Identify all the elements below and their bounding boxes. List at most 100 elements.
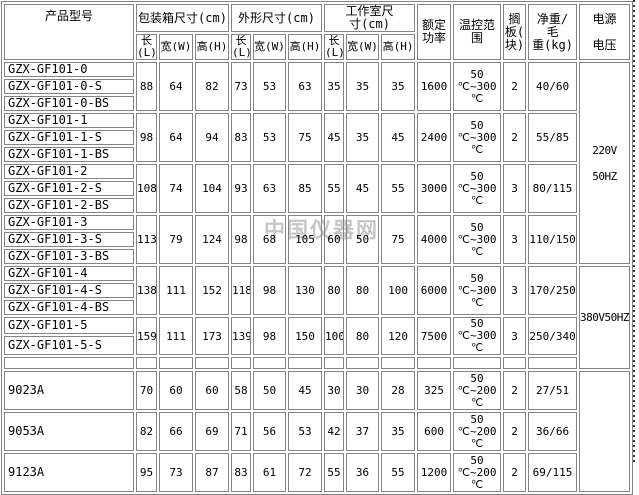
shelves-cell: 3 bbox=[503, 164, 527, 213]
model-name-cell: GZX-GF101-3-BS bbox=[4, 249, 134, 264]
model-name-cell: 9053A bbox=[4, 412, 134, 451]
model-name-cell: GZX-GF101-0 bbox=[4, 62, 134, 77]
model-name-cell: GZX-GF101-5 bbox=[4, 317, 134, 335]
table-row: GZX-GF101-0-S bbox=[4, 79, 630, 94]
header-temp-range: 温控范 围 bbox=[453, 4, 502, 60]
table-row: GZX-GF101-3 113 79 124 98 68 105 60 50 7… bbox=[4, 215, 630, 264]
empty-cell bbox=[136, 357, 157, 369]
shelves-cell: 2 bbox=[503, 371, 527, 410]
temp-range-cell: 50 ℃~300 ℃ bbox=[453, 266, 502, 315]
empty-cell bbox=[195, 357, 229, 369]
model-name-cell: GZX-GF101-1-S bbox=[4, 130, 134, 145]
package-w-cell: 111 bbox=[159, 317, 193, 355]
rated-power-cell: 7500 bbox=[417, 317, 452, 355]
header-package-width: 宽(W) bbox=[159, 34, 193, 60]
header-row-2: 长 (L) 宽(W) 高(H) 长 (L) 宽(W) 高(H) 长 (L) 宽(… bbox=[4, 34, 630, 60]
chamber-h-cell: 100 bbox=[381, 266, 416, 315]
table-row: GZX-GF101-1-S bbox=[4, 130, 630, 145]
model-name-cell: GZX-GF101-5-S bbox=[4, 336, 134, 355]
model-name-cell: GZX-GF101-4-BS bbox=[4, 300, 134, 315]
outer-w-cell: 68 bbox=[253, 215, 286, 264]
header-chamber-size: 工作室尺 寸(cm) bbox=[324, 4, 416, 32]
temp-range-cell: 50 ℃~300 ℃ bbox=[453, 215, 502, 264]
outer-l-cell: 83 bbox=[231, 453, 251, 492]
outer-w-cell: 63 bbox=[253, 164, 286, 213]
package-l-cell: 138 bbox=[136, 266, 157, 315]
table-row: GZX-GF101-3-BS bbox=[4, 249, 630, 264]
power-supply-cell: 380V50HZ bbox=[579, 266, 631, 369]
weight-cell: 80/115 bbox=[528, 164, 578, 213]
table-row: GZX-GF101-5 159 111 173 139 98 150 100 8… bbox=[4, 317, 630, 355]
outer-w-cell: 53 bbox=[253, 62, 286, 111]
watermark: 中国仪器网 bbox=[264, 218, 379, 242]
empty-cell bbox=[288, 357, 322, 369]
model-name-cell: GZX-GF101-0-S bbox=[4, 79, 134, 94]
outer-l-cell: 118 bbox=[231, 266, 251, 315]
weight-cell: 250/340 bbox=[528, 317, 578, 355]
header-product-model: 产品型号 bbox=[4, 4, 134, 60]
header-outer-length: 长 (L) bbox=[231, 34, 251, 60]
header-power-supply: 电源 电压 bbox=[579, 4, 631, 60]
header-chamber-length: 长 (L) bbox=[324, 34, 344, 60]
chamber-h-cell: 120 bbox=[381, 317, 416, 355]
table-row: GZX-GF101-2-S bbox=[4, 181, 630, 196]
empty-cell bbox=[381, 357, 416, 369]
header-package-height: 高(H) bbox=[195, 34, 229, 60]
header-package-length: 长 (L) bbox=[136, 34, 157, 60]
chamber-w-cell: 35 bbox=[346, 113, 379, 162]
chamber-h-cell: 35 bbox=[381, 62, 416, 111]
header-shelves: 搁 板( 块) bbox=[503, 4, 527, 60]
header-outer-width: 宽(W) bbox=[253, 34, 286, 60]
chamber-h-cell: 55 bbox=[381, 164, 416, 213]
shelves-cell: 2 bbox=[503, 62, 527, 111]
table-row: GZX-GF101-1-BS bbox=[4, 147, 630, 162]
package-l-cell: 108 bbox=[136, 164, 157, 213]
weight-cell: 55/85 bbox=[528, 113, 578, 162]
empty-cell bbox=[324, 357, 344, 369]
power-supply-cell bbox=[579, 371, 631, 492]
empty-cell bbox=[231, 357, 251, 369]
header-package-size: 包装箱尺寸(cm) bbox=[136, 4, 229, 32]
empty-cell bbox=[453, 357, 502, 369]
outer-l-cell: 58 bbox=[231, 371, 251, 410]
outer-h-cell: 72 bbox=[288, 453, 322, 492]
chamber-w-cell: 37 bbox=[346, 412, 379, 451]
outer-w-cell: 98 bbox=[253, 266, 286, 315]
empty-cell bbox=[503, 357, 527, 369]
empty-cell bbox=[253, 357, 286, 369]
package-l-cell: 95 bbox=[136, 453, 157, 492]
empty-cell bbox=[159, 357, 193, 369]
outer-l-cell: 71 bbox=[231, 412, 251, 451]
rated-power-cell: 4000 bbox=[417, 215, 452, 264]
chamber-l-cell: 30 bbox=[324, 371, 344, 410]
table-row: 9023A 70 60 60 58 50 45 30 30 28 325 50 … bbox=[4, 371, 631, 492]
temp-range-cell: 50 ℃~300 ℃ bbox=[453, 113, 502, 162]
temp-range-cell: 50 ℃~200 ℃ bbox=[453, 371, 502, 410]
shelves-cell: 3 bbox=[503, 317, 527, 355]
chamber-l-cell: 42 bbox=[324, 412, 344, 451]
table-row: GZX-GF101-4-BS bbox=[4, 300, 630, 315]
outer-w-cell: 56 bbox=[253, 412, 286, 451]
package-h-cell: 60 bbox=[195, 371, 229, 410]
table-row: GZX-GF101-4 138 111 152 118 98 130 80 80… bbox=[4, 266, 631, 369]
rated-power-cell: 3000 bbox=[417, 164, 452, 213]
temp-range-cell: 50 ℃~200 ℃ bbox=[453, 453, 502, 492]
chamber-w-cell: 36 bbox=[346, 453, 379, 492]
outer-l-cell: 98 bbox=[231, 215, 251, 264]
outer-h-cell: 53 bbox=[288, 412, 322, 451]
package-w-cell: 111 bbox=[159, 266, 193, 315]
package-l-cell: 113 bbox=[136, 215, 157, 264]
outer-l-cell: 139 bbox=[231, 317, 251, 355]
shelves-cell: 2 bbox=[503, 412, 527, 451]
power-supply-cell: 220V 50HZ bbox=[579, 62, 631, 264]
weight-cell: 69/115 bbox=[528, 453, 578, 492]
table-row: GZX-GF101-5-S bbox=[4, 336, 630, 355]
package-h-cell: 104 bbox=[195, 164, 229, 213]
header-outer-height: 高(H) bbox=[288, 34, 322, 60]
table-row: GZX-GF101-3-S bbox=[4, 232, 630, 247]
header-weight: 净重/ 毛 重(kg) bbox=[528, 4, 578, 60]
empty-cell bbox=[346, 357, 379, 369]
header-chamber-height: 高(H) bbox=[381, 34, 416, 60]
table-row: GZX-GF101-2-BS bbox=[4, 198, 630, 213]
